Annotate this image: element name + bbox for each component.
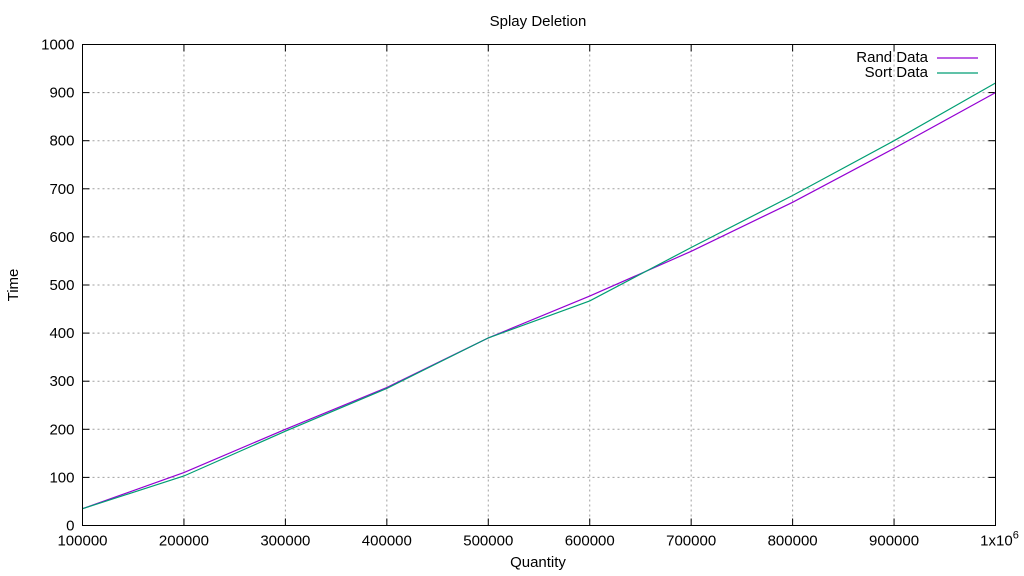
y-tick-label: 100 <box>49 469 74 486</box>
x-tick-label: 200000 <box>159 533 209 550</box>
x-tick-labels: 100000 200000 300000 400000 500000 600000 7000… <box>57 530 1018 550</box>
series-line-sort-data <box>82 82 996 510</box>
x-tick-label: 100000 <box>57 533 107 550</box>
x-tick-label: 900000 <box>869 533 919 550</box>
y-tick-labels: 0 100 200 300 400 500 600 700 800 900 1000 <box>41 37 74 535</box>
x-tick-label: 700000 <box>666 533 716 550</box>
y-tick-label: 500 <box>49 277 74 294</box>
y-tick-label: 400 <box>49 325 74 342</box>
chart-title: Splay Deletion <box>490 13 587 30</box>
x-tick-label: 300000 <box>260 533 310 550</box>
x-axis-label: Quantity <box>510 554 566 571</box>
y-tick-label: 0 <box>66 518 74 535</box>
y-tick-label: 900 <box>49 85 74 102</box>
y-axis-label: Time <box>5 269 22 302</box>
plot-frame <box>82 44 996 526</box>
series-lines <box>82 82 996 510</box>
grid <box>82 44 996 526</box>
legend-label: Rand Data <box>856 49 928 66</box>
y-tick-label: 1000 <box>41 37 74 54</box>
y-tick-label: 700 <box>49 181 74 198</box>
x-tick-exponent: 6 <box>1013 530 1019 542</box>
legend-label: Sort Data <box>865 64 929 81</box>
x-tick-label: 500000 <box>463 533 513 550</box>
x-tick-label: 1x106 <box>980 530 1019 550</box>
y-tick-label: 800 <box>49 133 74 150</box>
y-tick-label: 200 <box>49 421 74 438</box>
x-tick-label: 400000 <box>362 533 412 550</box>
x-tick-label: 600000 <box>565 533 615 550</box>
series-line-rand-data <box>82 92 996 510</box>
y-tick-label: 600 <box>49 229 74 246</box>
axis-ticks <box>82 44 996 526</box>
x-tick-label: 800000 <box>768 533 818 550</box>
y-tick-label: 300 <box>49 373 74 390</box>
